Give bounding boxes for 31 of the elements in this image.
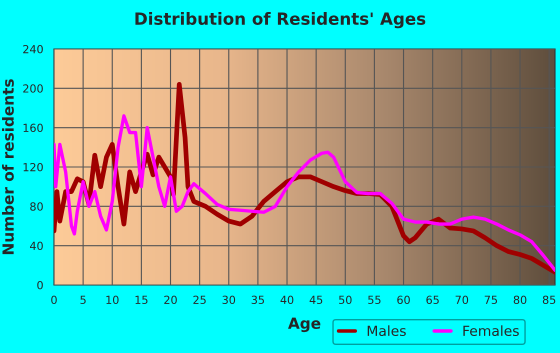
x-tick-label: 55 bbox=[368, 296, 381, 304]
y-tick-label: 0 bbox=[37, 280, 43, 290]
legend-label: Females bbox=[463, 325, 519, 336]
x-tick-label: 45 bbox=[310, 296, 322, 304]
x-tick-label: 15 bbox=[136, 296, 148, 304]
x-tick-label: 80 bbox=[514, 296, 526, 304]
x-tick-label: 5 bbox=[80, 296, 86, 304]
y-tick-label: 40 bbox=[30, 242, 43, 250]
x-tick-label: 60 bbox=[397, 296, 410, 304]
x-tick-label: 25 bbox=[193, 296, 206, 304]
x-tick-label: 65 bbox=[426, 296, 439, 304]
legend-label: Males bbox=[368, 325, 406, 336]
x-tick-label: 75 bbox=[484, 296, 498, 304]
x-tick-label: 35 bbox=[252, 296, 264, 304]
x-tick-label: 30 bbox=[222, 296, 236, 304]
y-tick-label: 160 bbox=[24, 124, 43, 132]
x-tick-label: 10 bbox=[106, 296, 119, 304]
line-series bbox=[54, 114, 555, 272]
chart-title: Distribution of Residents' Ages bbox=[135, 12, 426, 28]
x-tick-label: 70 bbox=[456, 296, 468, 304]
y-axis-title: Number of residents bbox=[2, 79, 14, 254]
x-tick-label: 0 bbox=[51, 296, 57, 304]
x-axis-title: Age bbox=[288, 318, 320, 332]
x-tick-label: 85 bbox=[542, 296, 556, 304]
x-tick-label: 50 bbox=[339, 296, 352, 304]
y-tick-label: 200 bbox=[23, 84, 43, 93]
x-tick-label: 20 bbox=[164, 296, 177, 304]
y-tick-label: 80 bbox=[30, 202, 43, 211]
y-tick-label: 240 bbox=[23, 44, 43, 54]
x-tick-label: 40 bbox=[280, 296, 294, 304]
y-tick-label: 120 bbox=[24, 162, 43, 172]
